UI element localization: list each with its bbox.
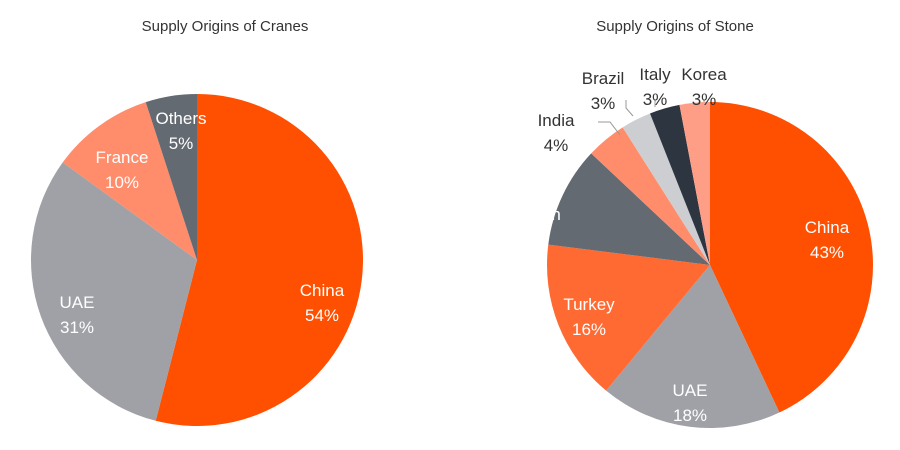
slice-label-france: France: [96, 148, 149, 167]
slice-label-others: Others: [155, 109, 206, 128]
pie-slice-italy: [649, 104, 710, 265]
pie-slice-china: [155, 94, 364, 427]
slice-label-china: China: [300, 281, 345, 300]
slice-value-china: 54%: [305, 306, 339, 325]
slice-label-uae: UAE: [60, 293, 95, 312]
pie-slice-france: [62, 102, 197, 260]
pie-slice-korea: [679, 102, 710, 265]
slice-label-brazil: Brazil: [582, 69, 625, 88]
slice-value-india: 4%: [544, 136, 569, 155]
pie-slice-others: [145, 94, 197, 260]
slice-label-italy: Italy: [639, 65, 671, 84]
leader-line-brazil: [625, 100, 634, 117]
pie-slice-uae: [30, 162, 197, 421]
pie-slice-afghanistan: [548, 153, 710, 265]
pie-slice-china: [710, 102, 873, 413]
chart-title: Supply Origins of Stone: [596, 18, 754, 35]
slice-value-uae: 31%: [60, 318, 94, 337]
cranes-pie-svg: China 54% UAE 31% France 10% Others 5%: [30, 94, 364, 427]
slice-label-china: China: [805, 218, 850, 237]
slice-value-italy: 3%: [643, 90, 668, 109]
slice-label-turkey: Turkey: [563, 295, 615, 314]
pie-slice-uae: [606, 265, 780, 429]
slice-label-india: India: [538, 111, 575, 130]
stone-pie-svg: China 43% UAE 18% Turkey 16% Afghanistan 10% Ind…: [471, 65, 873, 429]
chart-title: Supply Origins of Cranes: [141, 18, 309, 35]
cranes-pie-chart: Supply Origins of Cranes China 54% UAE 31% F…: [30, 18, 364, 427]
slice-label-uae: UAE: [673, 381, 708, 400]
stone-pie-chart: Supply Origins of Stone China 43% UAE 18% Tu…: [450, 0, 900, 450]
slice-value-turkey: 16%: [572, 320, 606, 339]
leader-line-india: [598, 121, 621, 136]
slice-label-korea: Korea: [681, 65, 727, 84]
slice-value-brazil: 3%: [591, 94, 616, 113]
pie-slice-turkey: [547, 244, 710, 391]
slice-value-france: 10%: [105, 173, 139, 192]
slice-value-afghanistan: 10%: [499, 230, 533, 249]
slice-value-china: 43%: [810, 243, 844, 262]
pie-slice-india: [591, 127, 710, 266]
slice-value-uae: 18%: [673, 406, 707, 425]
slice-value-korea: 3%: [692, 90, 717, 109]
slice-label-afghanistan: Afghanistan: [471, 205, 561, 224]
slice-value-others: 5%: [169, 134, 194, 153]
pie-slice-brazil: [622, 113, 710, 265]
